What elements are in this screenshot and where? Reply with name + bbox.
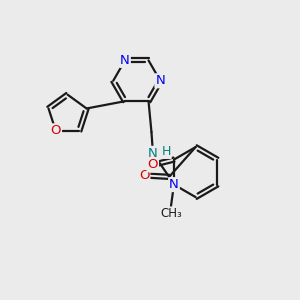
Text: H: H — [162, 145, 171, 158]
Text: N: N — [155, 74, 165, 87]
Text: CH₃: CH₃ — [160, 207, 182, 220]
Text: O: O — [50, 124, 61, 137]
Text: O: O — [148, 158, 158, 171]
Text: N: N — [148, 147, 158, 160]
Text: N: N — [169, 178, 179, 191]
Text: N: N — [120, 54, 130, 67]
Text: O: O — [139, 169, 149, 182]
